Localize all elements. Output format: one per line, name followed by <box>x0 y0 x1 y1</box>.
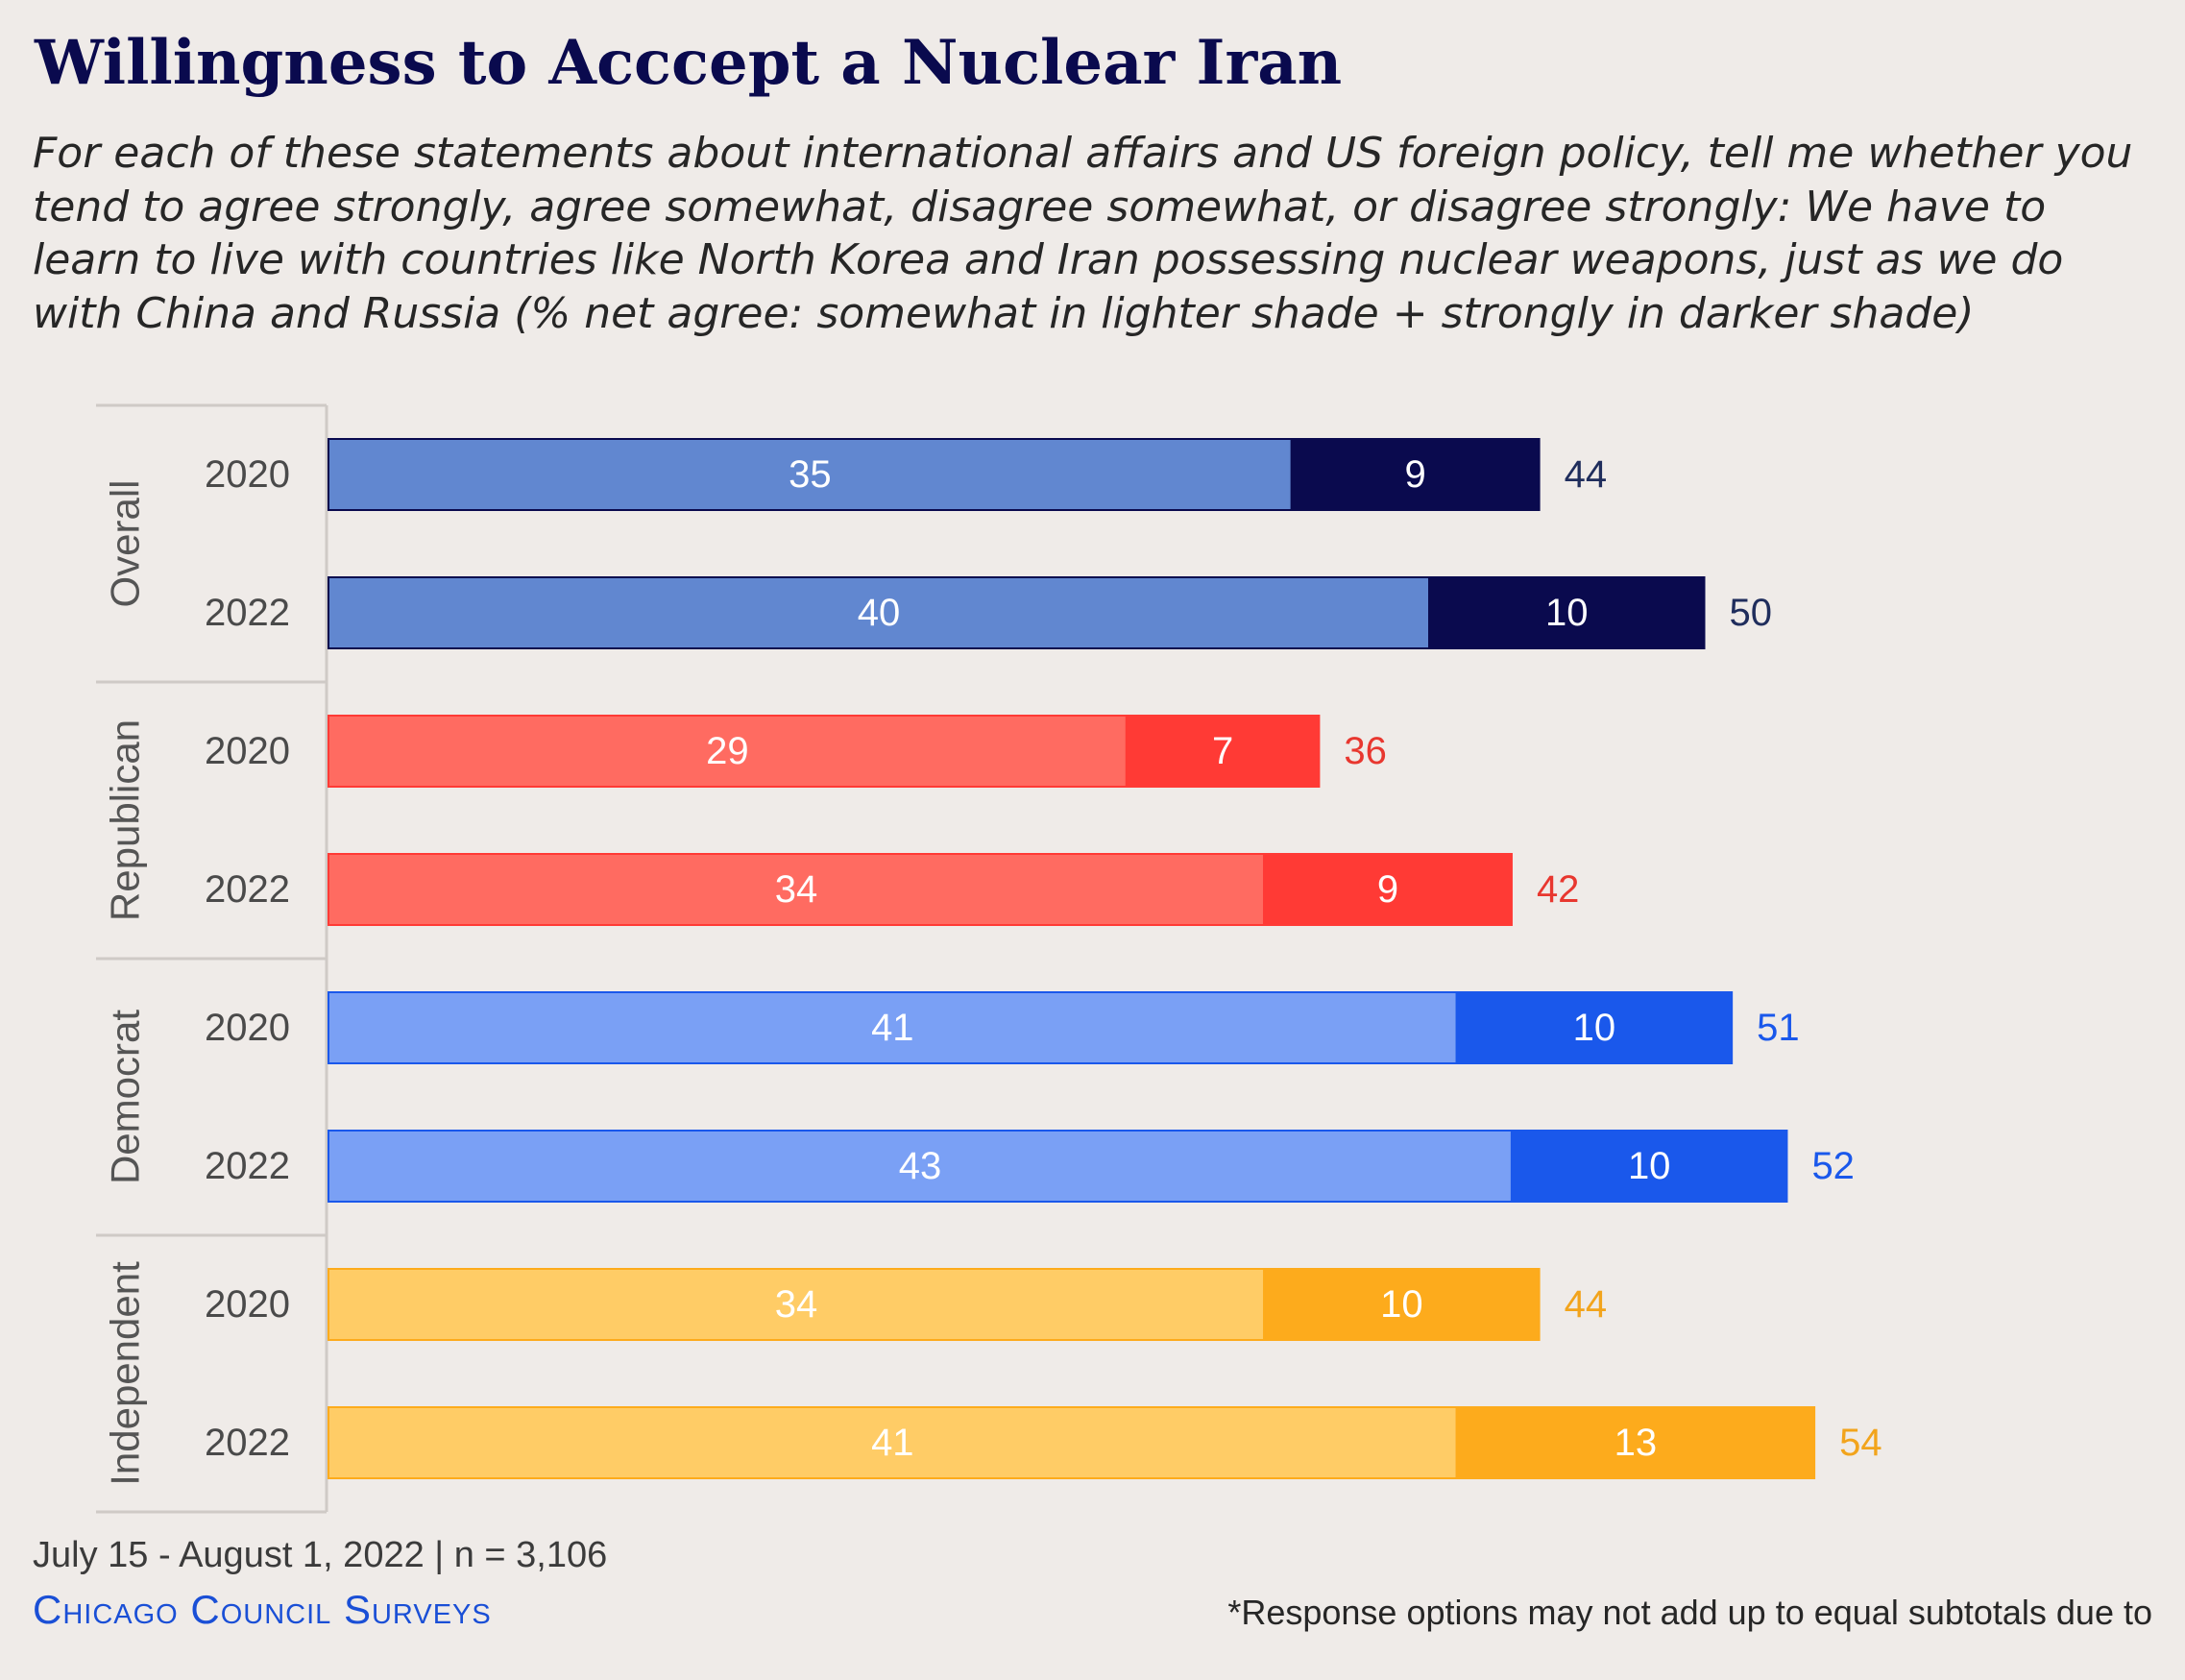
data-label-strongly: 10 <box>1380 1283 1423 1326</box>
year-label: 2020 <box>205 1007 290 1049</box>
survey-date-sample: July 15 - August 1, 2022 | n = 3,106 <box>33 1535 608 1575</box>
data-label-somewhat: 43 <box>899 1145 942 1187</box>
data-label-somewhat: 29 <box>706 730 749 772</box>
data-label-total: 52 <box>1811 1145 1855 1187</box>
year-label: 2020 <box>205 730 290 772</box>
data-label-strongly: 10 <box>1545 592 1589 634</box>
group-label: Republican <box>103 719 148 921</box>
group-label: Overall <box>103 479 148 607</box>
bar-strongly <box>1428 576 1706 649</box>
year-label: 2022 <box>205 592 290 634</box>
data-label-somewhat: 41 <box>871 1422 914 1464</box>
bar-strongly <box>1510 1130 1788 1203</box>
data-label-total: 51 <box>1757 1007 1800 1049</box>
bar-somewhat <box>328 576 1430 649</box>
bar-somewhat <box>328 1406 1458 1479</box>
chart-title: Willingness to Acccept a Nuclear Iran <box>35 27 1343 99</box>
data-label-strongly: 10 <box>1628 1145 1671 1187</box>
bar-strongly <box>1263 1268 1541 1341</box>
data-label-strongly: 7 <box>1212 730 1233 772</box>
year-label: 2022 <box>205 1145 290 1187</box>
data-label-total: 44 <box>1565 1283 1608 1326</box>
data-label-strongly: 13 <box>1614 1422 1658 1464</box>
bar-somewhat <box>328 991 1458 1064</box>
bar-strongly <box>1455 991 1734 1064</box>
data-label-strongly: 9 <box>1377 868 1398 911</box>
year-label: 2022 <box>205 868 290 911</box>
data-label-total: 50 <box>1730 592 1773 634</box>
data-label-total: 36 <box>1344 730 1387 772</box>
data-label-strongly: 9 <box>1405 453 1426 496</box>
bar-somewhat <box>328 715 1128 788</box>
data-label-somewhat: 41 <box>871 1007 914 1049</box>
year-label: 2022 <box>205 1422 290 1464</box>
data-label-somewhat: 35 <box>789 453 832 496</box>
group-label: Democrat <box>103 1010 148 1184</box>
year-label: 2020 <box>205 1283 290 1326</box>
data-label-somewhat: 34 <box>775 868 818 911</box>
bar-strongly <box>1290 438 1541 511</box>
bar-somewhat <box>328 1268 1266 1341</box>
group-label: Independent <box>103 1261 148 1486</box>
bar-strongly <box>1263 853 1513 926</box>
source-credit: Chicago Council Surveys <box>33 1587 492 1632</box>
stacked-bar-chart: Overall 2020 35 9 44 2022 40 10 50 Republican 2020… <box>96 403 1882 1514</box>
bar-strongly <box>1455 1406 1816 1479</box>
data-label-total: 44 <box>1565 453 1608 496</box>
data-label-total: 54 <box>1839 1422 1882 1464</box>
data-label-total: 42 <box>1537 868 1580 911</box>
bar-strongly <box>1125 715 1321 788</box>
year-label: 2020 <box>205 453 290 496</box>
data-label-somewhat: 34 <box>775 1283 818 1326</box>
data-label-strongly: 10 <box>1573 1007 1616 1049</box>
chart-subtitle: For each of these statements about inter… <box>33 129 2133 338</box>
data-label-somewhat: 40 <box>858 592 901 634</box>
footnote: *Response options may not add up to equa… <box>1227 1593 2152 1632</box>
bar-somewhat <box>328 1130 1513 1203</box>
